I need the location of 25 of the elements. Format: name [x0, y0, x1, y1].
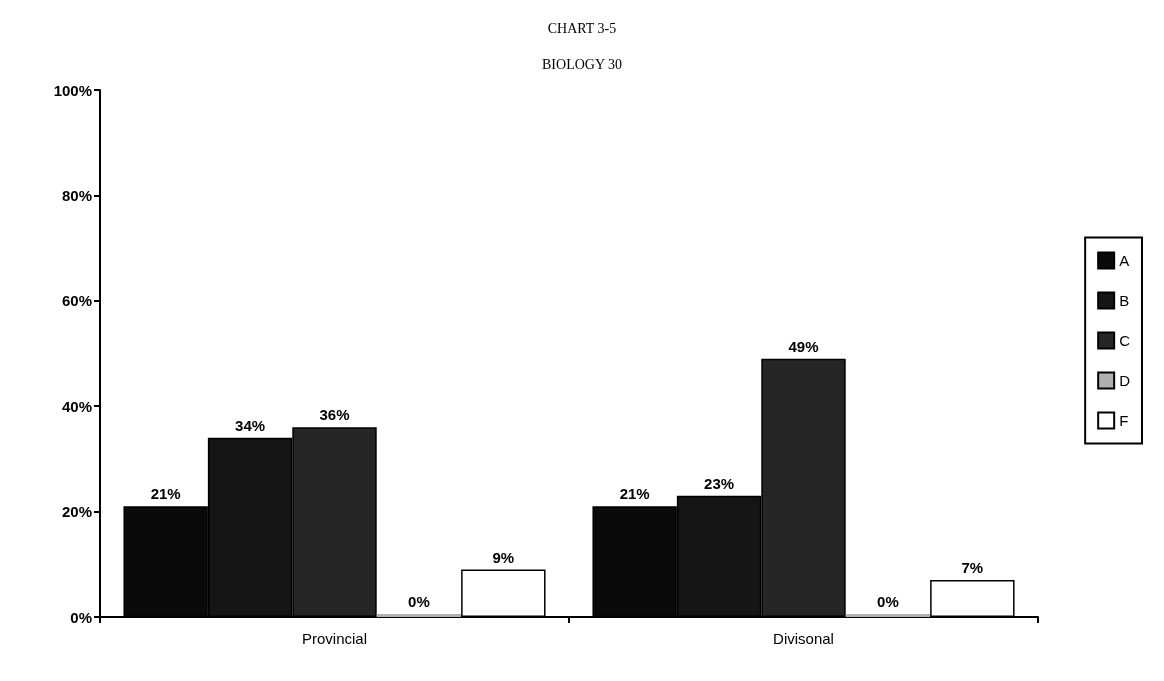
legend-label: A	[1119, 252, 1130, 269]
y-tick-label: 80%	[61, 186, 92, 204]
x-tick-label: Divisonal	[773, 630, 834, 647]
data-label: 36%	[319, 406, 350, 424]
data-label: 0%	[408, 593, 430, 610]
y-tick-label: 20%	[61, 503, 92, 521]
legend-label: D	[1119, 372, 1131, 389]
data-label: 21%	[150, 485, 181, 503]
y-tick-label: 40%	[61, 397, 92, 415]
legend-label: F	[1119, 412, 1129, 429]
data-label: 34%	[235, 416, 266, 434]
legend-label: B	[1119, 292, 1130, 309]
x-tick-label: Provincial	[301, 630, 368, 647]
data-label: 49%	[788, 337, 819, 355]
chart-title: CHART 3-5	[547, 20, 617, 36]
chart-subtitle: BIOLOGY 30	[542, 56, 622, 72]
y-tick-label: 100%	[53, 81, 92, 99]
data-label: 7%	[961, 559, 984, 577]
y-tick-label: 60%	[61, 292, 92, 310]
data-label: 9%	[492, 548, 515, 566]
data-label: 0%	[877, 593, 899, 610]
legend-label: C	[1119, 332, 1131, 349]
data-label: 23%	[704, 474, 735, 492]
data-label: 21%	[619, 485, 650, 503]
y-tick-label: 0%	[70, 608, 92, 626]
